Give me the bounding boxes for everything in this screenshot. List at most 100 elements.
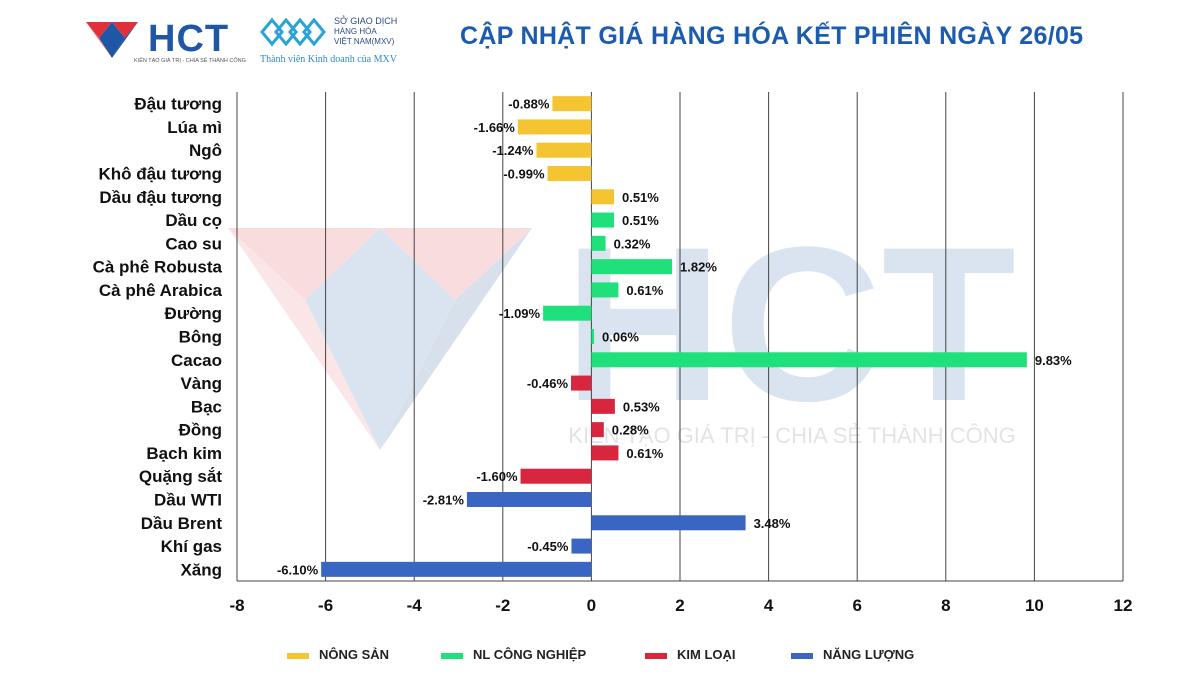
bar	[591, 398, 615, 414]
legend-swatch	[791, 653, 813, 659]
mxv-line-1: SỞ GIAO DỊCH	[334, 16, 398, 26]
grid	[236, 92, 1124, 582]
x-tick-label: -2	[495, 596, 510, 615]
data-label: 0.61%	[626, 283, 663, 298]
hct-logo: HCT KIẾN TẠO GIÁ TRỊ - CHIA SẺ THÀNH CÔN…	[82, 14, 252, 70]
bar	[520, 468, 592, 484]
x-tick-labels: -8 -6 -4 -2 0 2 4 6 8 10 12	[229, 596, 1132, 615]
page-title: CẬP NHẬT GIÁ HÀNG HÓA KẾT PHIÊN NGÀY 26/…	[460, 22, 1084, 50]
legend-label: NÔNG SẢN	[319, 647, 390, 662]
data-label: 0.61%	[626, 446, 663, 461]
mxv-line-3: VIỆT NAM(MXV)	[334, 37, 395, 46]
data-label: -1.60%	[476, 469, 518, 484]
data-label: -0.45%	[527, 539, 569, 554]
bar	[547, 166, 592, 181]
x-tick-label: 8	[941, 596, 950, 615]
data-label: 0.32%	[614, 236, 651, 251]
data-label: -1.66%	[474, 120, 516, 135]
bar	[591, 259, 673, 275]
legend: NÔNG SẢN NL CÔNG NGHIỆP KIM LOẠI NĂNG LƯỢNG	[0, 645, 1200, 665]
category-label: Xăng	[180, 560, 222, 579]
data-label: -0.46%	[527, 376, 569, 391]
legend-swatch	[645, 653, 667, 659]
category-label: Đồng	[179, 421, 222, 440]
category-label: Đường	[165, 304, 222, 323]
bar	[321, 561, 592, 577]
category-label: Đậu tương	[134, 95, 222, 114]
hct-diamond-icon	[86, 22, 138, 58]
bar	[591, 212, 614, 228]
legend-swatch	[287, 653, 309, 659]
data-label: 0.53%	[623, 399, 660, 414]
watermark-text: HCT	[564, 201, 1016, 447]
bar	[591, 352, 1027, 368]
data-label: 1.82%	[680, 260, 717, 275]
data-label: -0.88%	[508, 97, 550, 112]
mxv-logo: SỞ GIAO DỊCH HÀNG HÓA VIỆT NAM(MXV) Thàn…	[258, 14, 428, 70]
data-label: 0.28%	[612, 423, 649, 438]
mxv-line-2: HÀNG HÓA	[334, 27, 377, 36]
bar	[591, 515, 746, 531]
category-label: Lúa mì	[167, 118, 222, 137]
bar	[591, 422, 604, 438]
x-tick-label: 0	[587, 596, 596, 615]
header: HCT KIẾN TẠO GIÁ TRỊ - CHIA SẺ THÀNH CÔN…	[0, 0, 1200, 80]
x-tick-label: 2	[675, 596, 684, 615]
legend-label: NL CÔNG NGHIỆP	[473, 647, 587, 662]
category-label: Khí gas	[161, 537, 222, 556]
mxv-subtitle: Thành viên Kinh doanh của MXV	[260, 54, 397, 65]
bar	[552, 96, 592, 112]
data-label: -6.10%	[277, 562, 319, 577]
value-labels: -0.88% -1.66% -1.24% -0.99% 0.51% 0.51% 0.32% 1…	[277, 97, 1072, 578]
data-label: -1.24%	[492, 143, 534, 158]
category-label: Ngô	[189, 141, 222, 160]
x-tick-label: -4	[407, 596, 423, 615]
watermark-tagline: KIẾN TẠO GIÁ TRỊ - CHIA SẺ THÀNH CÔNG	[568, 423, 1015, 448]
watermark: HCT KIẾN TẠO GIÁ TRỊ - CHIA SẺ THÀNH CÔN…	[228, 201, 1016, 450]
watermark-diamond-top-right	[380, 228, 532, 300]
category-label: Dầu WTI	[154, 491, 222, 510]
data-label: 0.51%	[622, 213, 659, 228]
data-label: 0.51%	[622, 190, 659, 205]
watermark-diamond-top-left	[228, 228, 380, 300]
category-label: Cao su	[165, 234, 222, 253]
category-label: Dầu cọ	[165, 211, 222, 230]
bar	[543, 305, 592, 321]
logo-text: HCT	[148, 18, 230, 60]
watermark-diamond-right	[380, 228, 532, 450]
bars	[321, 96, 1027, 577]
logo-tagline: KIẾN TẠO GIÁ TRỊ - CHIA SẺ THÀNH CÔNG	[134, 58, 246, 64]
bar	[536, 142, 592, 158]
bar	[591, 189, 614, 205]
legend-label: NĂNG LƯỢNG	[823, 647, 915, 662]
legend-swatch	[441, 653, 463, 659]
data-label: -2.81%	[423, 493, 465, 508]
bar	[466, 492, 592, 507]
data-label: 9.83%	[1035, 353, 1072, 368]
bar	[591, 445, 619, 461]
category-label: Khô đậu tương	[98, 165, 222, 184]
category-label: Bạc	[191, 397, 222, 416]
x-tick-label: -6	[318, 596, 333, 615]
x-tick-label: -8	[229, 596, 244, 615]
data-label: 0.06%	[602, 330, 639, 345]
bar	[591, 329, 595, 344]
category-label: Cà phê Robusta	[93, 258, 223, 277]
bar	[591, 282, 619, 298]
category-label: Vàng	[180, 374, 222, 393]
x-tick-label: 12	[1114, 596, 1133, 615]
data-label: -1.09%	[499, 306, 541, 321]
x-tick-label: 10	[1025, 596, 1044, 615]
bar	[571, 375, 592, 391]
x-tick-label: 4	[764, 596, 774, 615]
x-tick-label: 6	[852, 596, 861, 615]
category-labels: Đậu tương Lúa mì Ngô Khô đậu tương Dầu đậu t…	[93, 95, 223, 580]
watermark-diamond-center	[305, 228, 455, 450]
category-label: Bông	[179, 328, 222, 347]
mxv-stripes-icon	[260, 17, 326, 47]
category-label: Cà phê Arabica	[99, 281, 223, 300]
data-label: 3.48%	[754, 516, 791, 531]
bar	[591, 235, 606, 251]
data-label: -0.99%	[503, 167, 545, 182]
